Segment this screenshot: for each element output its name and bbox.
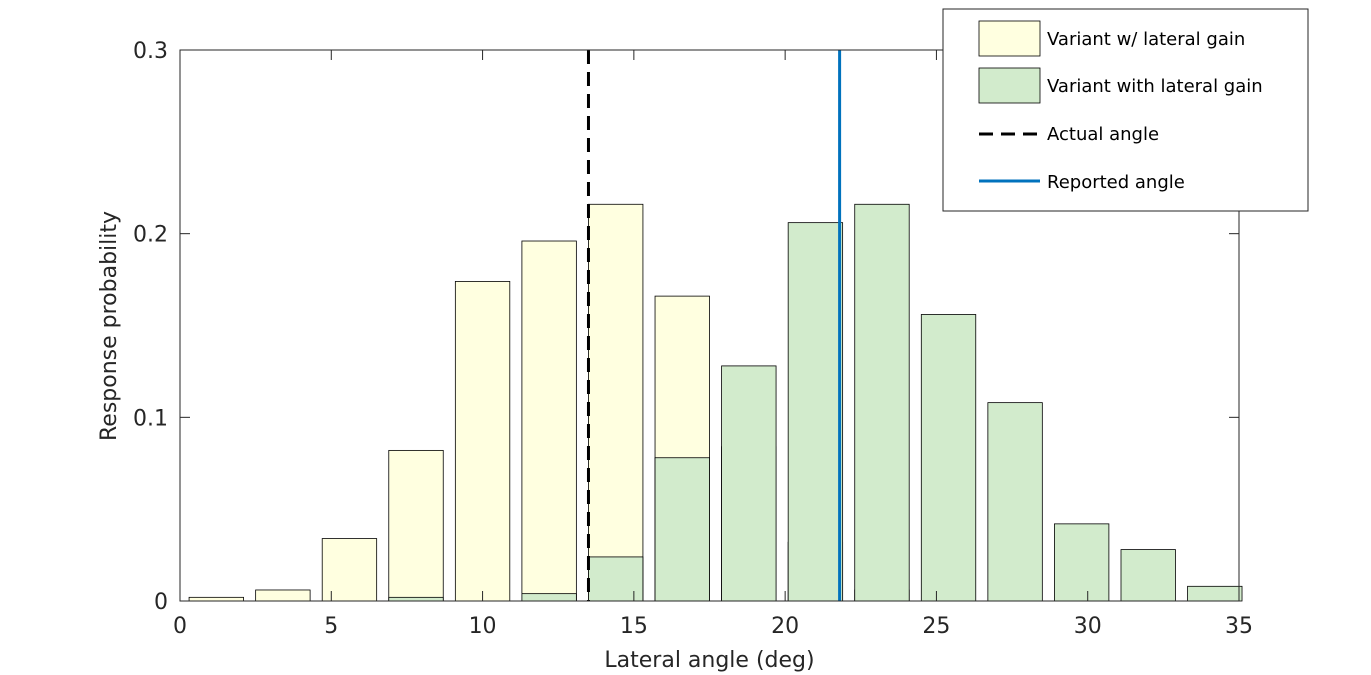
legend-label-variant-wo: Variant w/ lateral gain bbox=[1047, 29, 1245, 50]
legend-swatch-variant-wo bbox=[978, 20, 1041, 57]
y-tick-label: 0.2 bbox=[133, 223, 168, 248]
bar-series-2 bbox=[987, 402, 1043, 602]
plot-area-border bbox=[179, 49, 1240, 602]
bar-series-2 bbox=[1187, 585, 1243, 602]
legend-label-actual-angle: Actual angle bbox=[1047, 124, 1159, 145]
x-axis: 0 5 10 15 20 25 30 35 bbox=[173, 50, 1253, 639]
x-tick-label: 25 bbox=[922, 614, 950, 639]
bar-series-1 bbox=[588, 203, 644, 602]
bar-series-2 bbox=[588, 556, 644, 602]
bar-series-2 bbox=[521, 593, 577, 602]
x-tick-label: 35 bbox=[1225, 614, 1253, 639]
reference-lines-layer bbox=[586, 50, 842, 601]
x-tick-label: 5 bbox=[324, 614, 338, 639]
x-tick-label: 10 bbox=[469, 614, 497, 639]
legend-label-variant-with: Variant with lateral gain bbox=[1047, 76, 1263, 97]
bar-series-1 bbox=[255, 589, 311, 602]
bar-series-2 bbox=[1054, 523, 1110, 602]
bar-series-2 bbox=[1120, 549, 1176, 602]
x-tick-label: 20 bbox=[771, 614, 799, 639]
bar-series-2 bbox=[654, 457, 710, 602]
bar-series-2 bbox=[388, 596, 444, 602]
bar-series-1 bbox=[521, 240, 577, 602]
bar-series-1 bbox=[388, 449, 444, 602]
y-axis-label: Response probability bbox=[97, 211, 122, 441]
bar-series-1 bbox=[321, 538, 378, 602]
bar-series-2 bbox=[787, 222, 844, 602]
bars-layer bbox=[188, 203, 1243, 602]
bar-series-2 bbox=[854, 203, 910, 602]
x-axis-label: Lateral angle (deg) bbox=[604, 648, 814, 673]
y-tick-label: 0.1 bbox=[133, 406, 168, 431]
legend-swatch-variant-with bbox=[978, 67, 1041, 104]
legend: Variant w/ lateral gain Variant with lat… bbox=[942, 8, 1309, 212]
x-tick-label: 15 bbox=[620, 614, 648, 639]
x-tick-label: 30 bbox=[1074, 614, 1102, 639]
bar-series-2 bbox=[721, 365, 777, 602]
bar-series-2 bbox=[920, 314, 977, 602]
y-tick-label: 0 bbox=[154, 590, 168, 615]
x-tick-label: 0 bbox=[173, 614, 187, 639]
bar-series-1 bbox=[454, 281, 511, 602]
y-tick-label: 0.3 bbox=[133, 39, 168, 64]
y-axis: 0 0.1 0.2 0.3 bbox=[133, 39, 1239, 615]
bar-series-1 bbox=[188, 596, 244, 602]
legend-label-reported-angle: Reported angle bbox=[1047, 172, 1185, 193]
